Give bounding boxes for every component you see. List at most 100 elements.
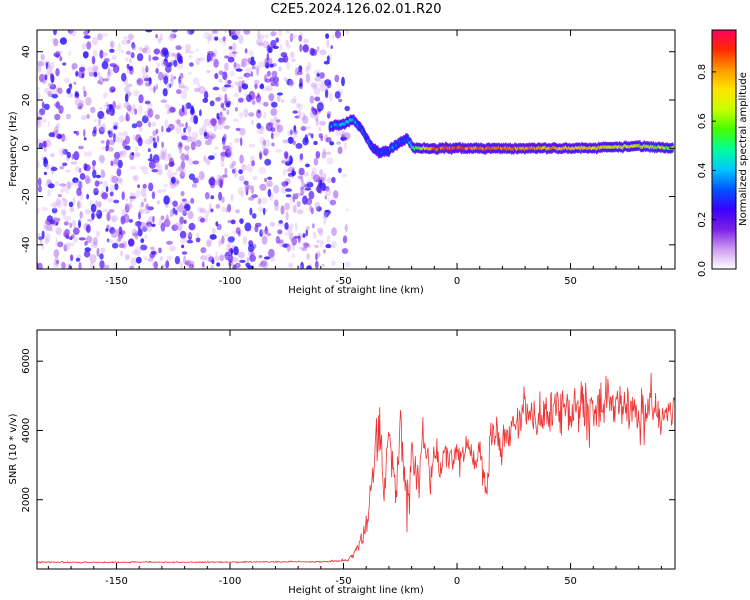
- noise-blob: [134, 221, 142, 228]
- noise-blob: [226, 146, 233, 152]
- noise-blob: [176, 122, 180, 126]
- noise-blob: [93, 49, 98, 58]
- noise-blob: [57, 241, 64, 248]
- noise-blob: [195, 139, 202, 147]
- noise-blob: [231, 169, 236, 174]
- noise-blob: [266, 72, 271, 77]
- noise-blob: [334, 91, 341, 99]
- noise-blob: [243, 180, 249, 185]
- noise-blob: [313, 69, 321, 75]
- noise-blob: [147, 158, 154, 162]
- noise-blob: [316, 72, 320, 77]
- noise-blob: [251, 119, 254, 126]
- noise-blob: [266, 70, 271, 77]
- noise-blob: [138, 105, 143, 115]
- noise-blob: [302, 44, 309, 53]
- noise-blob: [345, 30, 349, 35]
- noise-blob: [237, 187, 243, 196]
- noise-blob: [285, 30, 290, 34]
- noise-blob: [160, 215, 165, 220]
- noise-blob: [43, 140, 47, 147]
- noise-blob: [239, 154, 244, 164]
- noise-blob: [314, 76, 322, 82]
- noise-blob: [166, 255, 173, 261]
- noise-blob: [195, 57, 201, 66]
- noise-blob: [193, 87, 201, 93]
- noise-blob: [199, 85, 205, 95]
- noise-blob: [83, 163, 88, 171]
- noise-blob: [325, 33, 330, 39]
- noise-blob: [109, 86, 115, 93]
- noise-blob: [69, 254, 74, 262]
- noise-blob: [268, 93, 275, 101]
- noise-blob: [68, 242, 75, 247]
- snr-series-line: [37, 372, 675, 564]
- noise-blob: [148, 54, 151, 62]
- noise-blob: [218, 191, 223, 201]
- noise-blob: [210, 195, 215, 200]
- noise-blob: [299, 83, 303, 87]
- noise-blob: [287, 262, 292, 268]
- noise-blob: [61, 261, 66, 269]
- noise-blob: [74, 165, 80, 173]
- noise-blob: [52, 217, 59, 226]
- noise-blob: [226, 109, 230, 115]
- noise-blob: [300, 261, 304, 269]
- noise-blob: [292, 95, 297, 104]
- noise-blob: [162, 88, 168, 97]
- noise-blob: [113, 121, 119, 126]
- noise-blob: [209, 176, 215, 186]
- noise-blob: [227, 241, 232, 249]
- noise-blob: [169, 196, 173, 205]
- noise-blob: [202, 98, 209, 103]
- spectrogram-x-tick-label: -150: [105, 276, 128, 287]
- noise-blob: [259, 83, 265, 90]
- noise-blob: [322, 214, 328, 220]
- noise-blob: [117, 238, 122, 242]
- noise-blob: [155, 68, 159, 74]
- noise-blob: [97, 201, 102, 208]
- noise-blob: [211, 53, 216, 57]
- noise-blob: [232, 264, 237, 269]
- noise-blob: [172, 76, 177, 80]
- noise-blob: [319, 169, 324, 176]
- noise-blob: [109, 107, 115, 116]
- noise-blob: [38, 185, 42, 193]
- noise-blob: [333, 190, 339, 199]
- noise-blob: [129, 165, 136, 170]
- noise-blob: [298, 246, 306, 250]
- noise-blob: [290, 195, 293, 205]
- noise-blob: [148, 121, 152, 128]
- noise-blob: [210, 183, 215, 189]
- noise-blob: [183, 219, 187, 224]
- noise-blob: [100, 111, 104, 117]
- noise-blob: [270, 127, 276, 132]
- noise-blob: [258, 101, 265, 105]
- noise-blob: [199, 109, 202, 117]
- noise-blob: [77, 200, 80, 210]
- noise-blob: [85, 96, 92, 106]
- noise-blob: [178, 108, 185, 117]
- noise-blob: [165, 219, 170, 224]
- noise-blob: [326, 39, 330, 48]
- snr-y-tick-label: 6000: [21, 348, 32, 373]
- noise-blob: [48, 82, 51, 88]
- noise-blob: [50, 153, 55, 158]
- noise-blob: [203, 132, 208, 137]
- noise-blob: [346, 208, 349, 212]
- noise-blob: [90, 106, 96, 114]
- noise-blob: [234, 138, 241, 143]
- noise-blob: [75, 130, 79, 136]
- noise-blob: [235, 209, 240, 214]
- noise-blob: [94, 124, 99, 132]
- noise-blob: [179, 165, 182, 169]
- noise-blob: [159, 33, 163, 41]
- spectrogram-y-tick-label: -20: [21, 188, 32, 204]
- noise-blob: [102, 116, 107, 120]
- noise-blob: [218, 37, 223, 44]
- snr-x-tick-label: -100: [219, 576, 242, 587]
- noise-blob: [285, 40, 289, 47]
- noise-blob: [106, 238, 110, 243]
- noise-blob: [331, 34, 335, 40]
- noise-blob: [92, 237, 98, 246]
